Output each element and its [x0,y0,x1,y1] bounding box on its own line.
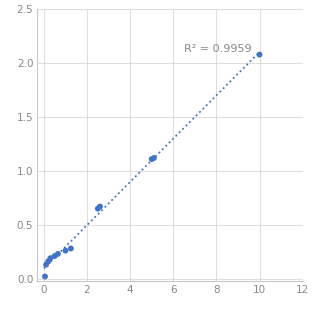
Point [42,274,47,279]
Point [149,157,154,162]
Point [52,254,57,259]
Point [44,262,49,267]
Point [63,248,68,253]
Point [56,251,61,256]
Point [257,52,262,57]
Point [68,246,73,251]
Point [151,155,156,160]
Point [48,256,53,261]
Point [97,204,102,209]
Text: R² = 0.9959: R² = 0.9959 [184,44,252,54]
Point [95,206,100,211]
Point [46,259,51,264]
